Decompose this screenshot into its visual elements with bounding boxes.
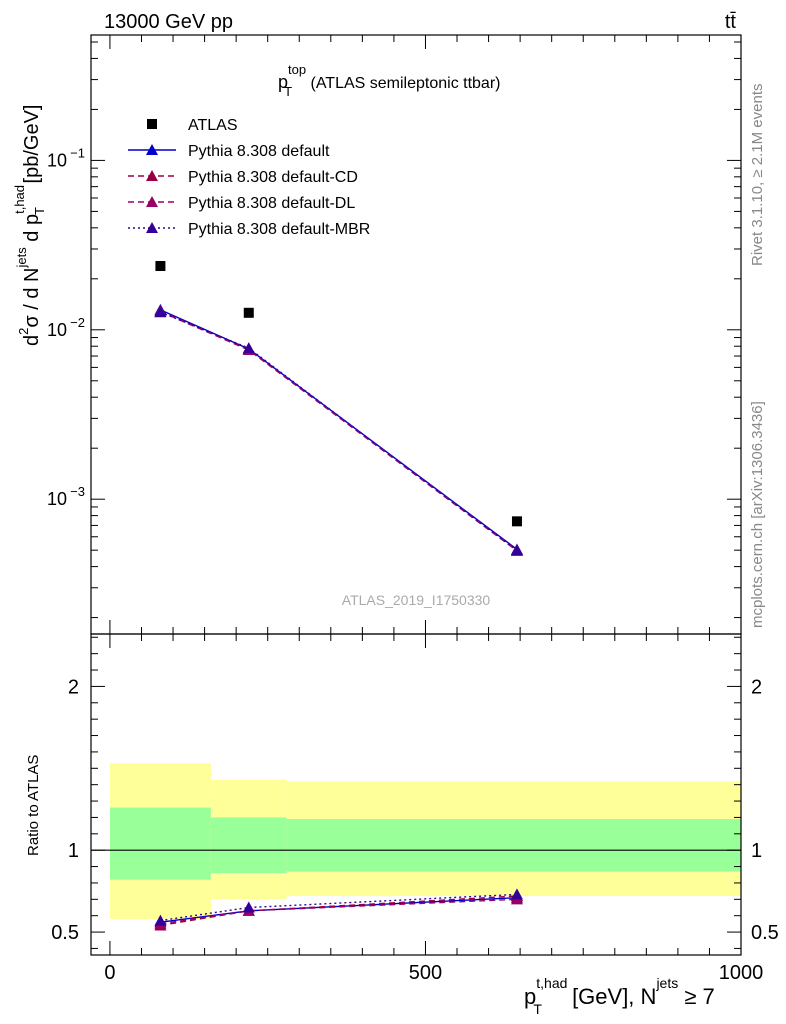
main-y-tick-label-2: 10	[47, 489, 67, 509]
mcplots-reference-text: mcplots.cern.ch [arXiv:1306.3436]	[749, 401, 766, 628]
ratio-inner-band-2	[286, 819, 741, 872]
main-line-series-4	[160, 311, 518, 552]
legend-label-4: Pythia 8.308 default-MBR	[188, 221, 370, 238]
legend-marker-2	[146, 170, 158, 181]
legend-marker-atlas	[147, 119, 157, 129]
main-y-axis-label: d2σ / d Njets d pt,had T [pb/GeV]	[12, 105, 47, 346]
legend-label-3: Pythia 8.308 default-DL	[188, 195, 355, 212]
legend-title: ptop T (ATLAS semileptonic ttbar)	[278, 62, 500, 99]
main-y-tick-exp-1: −2	[70, 315, 85, 330]
ratio-y-tick-label-left-2: 2	[68, 676, 79, 698]
legend-marker-3	[146, 196, 158, 207]
main-point-atlas-1	[243, 307, 254, 318]
header-process: tt̄	[725, 11, 737, 33]
ratio-y-tick-label-right-0: 0.5	[751, 922, 779, 944]
ratio-panel: 0.5 0.5 1 1 2 2 0 500 1000	[51, 633, 779, 984]
ratio-y-tick-label-left-1: 1	[68, 840, 79, 862]
main-line-series-1	[160, 309, 518, 550]
main-series-markers	[154, 261, 523, 556]
main-line-series-3	[160, 310, 518, 551]
ratio-y-tick-label-left-0: 0.5	[51, 922, 79, 944]
ratio-axes: 0.5 0.5 1 1 2 2 0 500 1000	[51, 633, 779, 984]
main-y-tick-exp-2: −3	[70, 484, 85, 499]
x-tick-label-1: 500	[409, 962, 442, 984]
rivet-version-text: Rivet 3.1.10, ≥ 2.1M events	[749, 84, 766, 267]
legend-marker-4	[146, 222, 158, 233]
legend-label-0: ATLAS	[188, 117, 238, 134]
legend-label-2: Pythia 8.308 default-CD	[188, 169, 358, 186]
ratio-line-series-2	[160, 898, 518, 925]
main-point-series-4-0	[154, 306, 167, 318]
ratio-point-series-3-0	[154, 914, 167, 926]
x-axis-label: pt,had T [GeV], Njets ≥ 7	[524, 975, 715, 1017]
ratio-series-markers	[154, 888, 523, 931]
main-point-atlas-2	[511, 516, 522, 527]
legend-label-1: Pythia 8.308 default	[188, 143, 330, 160]
main-point-series-4-2	[510, 544, 523, 556]
ratio-inner-band-1	[210, 817, 287, 874]
ratio-y-tick-label-right-1: 1	[751, 840, 762, 862]
ratio-point-series-3-2	[510, 888, 523, 900]
main-point-atlas-0	[155, 261, 166, 272]
main-series-lines	[160, 309, 518, 552]
analysis-watermark: ATLAS_2019_I1750330	[342, 592, 491, 608]
legend: ATLAS Pythia 8.308 default Pythia 8.308 de…	[128, 117, 370, 238]
x-tick-label-2: 1000	[719, 962, 764, 984]
x-tick-label-0: 0	[104, 962, 115, 984]
header-energy: 13000 GeV pp	[104, 11, 233, 33]
main-line-series-2	[160, 310, 518, 552]
main-y-tick-label-0: 10	[47, 150, 67, 170]
main-point-series-4-1	[242, 342, 255, 354]
main-y-tick-exp-0: −1	[70, 145, 85, 160]
ratio-frame	[90, 633, 742, 956]
ratio-inner-band-0	[109, 807, 211, 880]
ratio-y-axis-label: Ratio to ATLAS	[25, 755, 42, 856]
ratio-point-series-3-1	[242, 901, 255, 913]
main-y-tick-label-1: 10	[47, 320, 67, 340]
ratio-y-tick-label-right-2: 2	[751, 676, 762, 698]
legend-marker-1	[146, 144, 158, 155]
ratio-uncertainty-bands	[91, 763, 741, 919]
